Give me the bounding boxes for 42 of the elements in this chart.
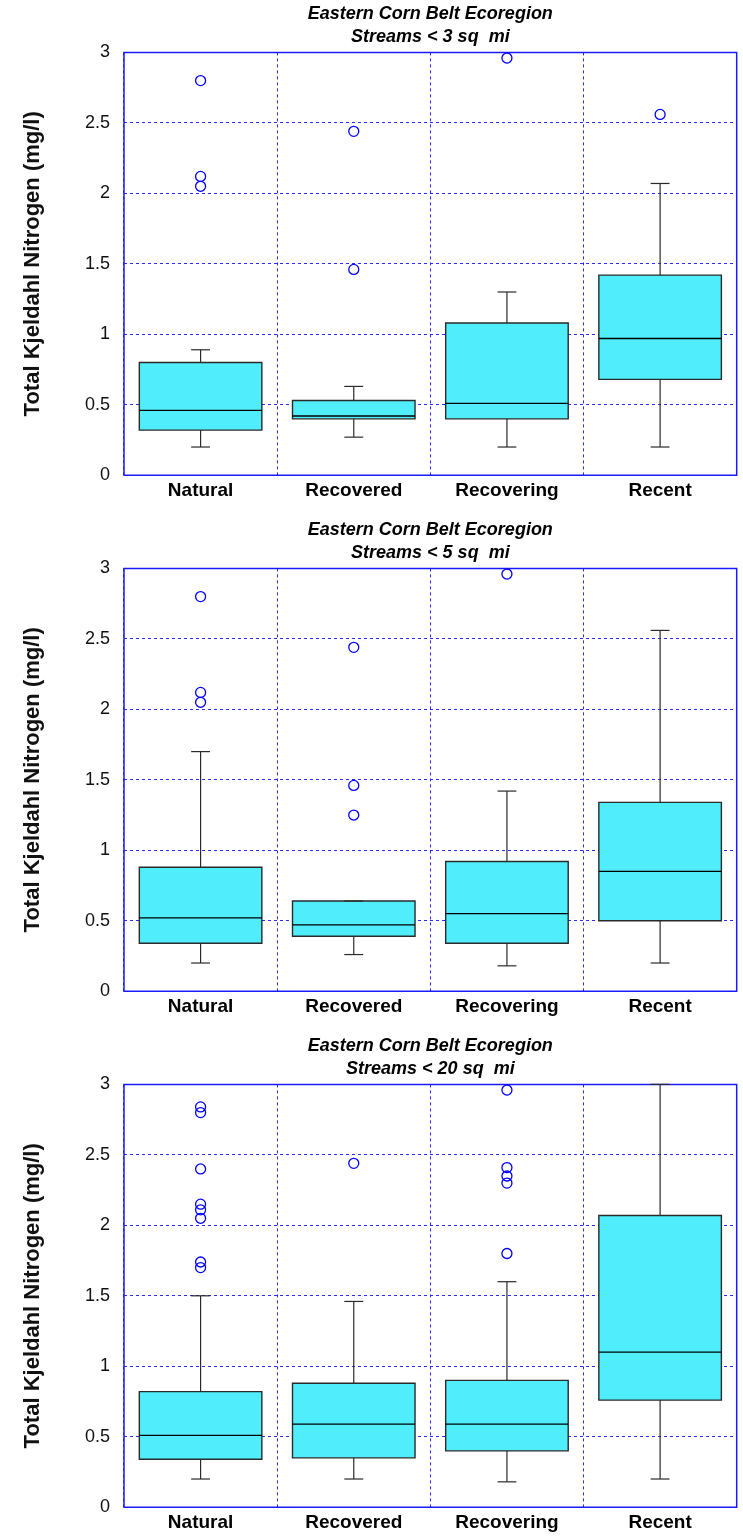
x-tick-label: Recovering <box>455 478 559 500</box>
chart-subtitle: Streams < 20 sq mi <box>346 1058 516 1079</box>
y-tick-label: 1.5 <box>84 768 110 789</box>
y-tick-label: 1 <box>99 1355 110 1376</box>
x-tick-label: Recovering <box>455 1510 559 1532</box>
y-tick-label: 0 <box>99 1496 110 1517</box>
y-tick-label: 0.5 <box>84 909 110 930</box>
y-axis-title: Total Kjeldahl Nitrogen (mg/l) <box>19 1143 45 1449</box>
x-tick-label: Recent <box>628 1510 693 1532</box>
y-tick-label: 2.5 <box>84 111 110 132</box>
y-tick-label: 2 <box>99 1214 110 1235</box>
y-tick-label: 1.5 <box>84 252 110 273</box>
chart-title: Eastern Corn Belt Ecoregion <box>307 3 553 24</box>
chart-subtitle: Streams < 5 sq mi <box>351 542 511 563</box>
y-tick-label: 1 <box>99 323 110 344</box>
x-tick-label: Natural <box>167 478 234 500</box>
y-tick-label: 2.5 <box>84 1143 110 1164</box>
y-tick-label: 1.5 <box>84 1284 110 1305</box>
y-axis-title: Total Kjeldahl Nitrogen (mg/l) <box>19 111 45 417</box>
chart-title: Eastern Corn Belt Ecoregion <box>307 1035 553 1056</box>
y-tick-label: 2 <box>99 698 110 719</box>
y-tick-label: 3 <box>99 1073 110 1094</box>
y-tick-label: 2.5 <box>84 627 110 648</box>
y-tick-label: 0.5 <box>84 393 110 414</box>
x-tick-label: Recovered <box>305 994 403 1016</box>
x-tick-label: Recent <box>628 478 693 500</box>
y-tick-label: 1 <box>99 839 110 860</box>
chart-subtitle: Streams < 3 sq mi <box>351 26 511 47</box>
y-tick-label: 0 <box>99 464 110 485</box>
y-tick-label: 2 <box>99 182 110 203</box>
y-tick-label: 3 <box>99 41 110 62</box>
x-tick-label: Recent <box>628 994 693 1016</box>
chart-title: Eastern Corn Belt Ecoregion <box>307 519 553 540</box>
y-tick-label: 0 <box>99 980 110 1001</box>
y-axis-title: Total Kjeldahl Nitrogen (mg/l) <box>19 627 45 933</box>
y-tick-label: 0.5 <box>84 1425 110 1446</box>
y-tick-label: 3 <box>99 557 110 578</box>
x-tick-label: Recovered <box>305 1510 403 1532</box>
x-tick-label: Natural <box>167 994 234 1016</box>
x-tick-label: Recovered <box>305 478 403 500</box>
x-tick-label: Natural <box>167 1510 234 1532</box>
x-tick-label: Recovering <box>455 994 559 1016</box>
